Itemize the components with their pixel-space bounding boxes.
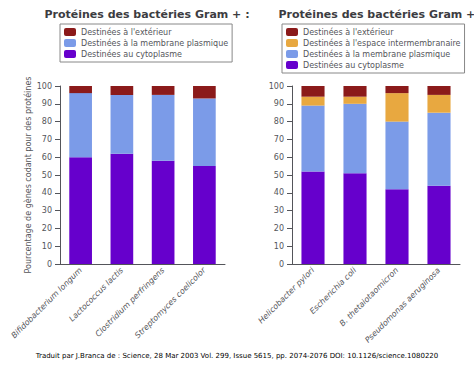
svg-text:100: 100 <box>37 82 52 91</box>
svg-text:80: 80 <box>42 117 52 126</box>
svg-text:Protéines des bactéries Gram +: Protéines des bactéries Gram + : <box>278 8 474 21</box>
svg-text:Destinées à l'extérieur: Destinées à l'extérieur <box>81 27 172 37</box>
svg-text:Clostridium perfringens: Clostridium perfringens <box>93 266 166 339</box>
svg-text:Traduit par J.Branca de : Scie: Traduit par J.Branca de : Science, 28 Ma… <box>35 352 439 360</box>
svg-text:40: 40 <box>274 188 284 197</box>
svg-text:20: 20 <box>42 224 52 233</box>
svg-text:30: 30 <box>274 206 284 215</box>
svg-text:Destinées au cytoplasme: Destinées au cytoplasme <box>81 49 182 59</box>
svg-text:90: 90 <box>274 99 284 108</box>
svg-text:Destinées à la membrane plasmi: Destinées à la membrane plasmique <box>81 38 228 48</box>
svg-text:Streptomyces coelicolor: Streptomyces coelicolor <box>133 265 208 340</box>
svg-text:30: 30 <box>42 206 52 215</box>
svg-text:90: 90 <box>42 99 52 108</box>
svg-text:Protéines des bactéries Gram +: Protéines des bactéries Gram + : <box>44 8 249 21</box>
svg-text:Destinées à l'espace intermemb: Destinées à l'espace intermembranaire <box>303 38 461 48</box>
svg-text:Destinées au cytoplasme: Destinées au cytoplasme <box>303 60 404 70</box>
svg-text:10: 10 <box>42 242 52 251</box>
svg-text:Bifidobacterium longum: Bifidobacterium longum <box>9 266 84 341</box>
svg-text:Pourcentage de gènes codant po: Pourcentage de gènes codant pour des pro… <box>23 77 33 274</box>
svg-text:Destinées à l'extérieur: Destinées à l'extérieur <box>303 27 394 37</box>
svg-text:50: 50 <box>274 171 284 180</box>
svg-text:60: 60 <box>42 153 52 162</box>
svg-text:40: 40 <box>42 188 52 197</box>
svg-text:Escherichia coli: Escherichia coli <box>308 265 359 316</box>
svg-text:0: 0 <box>47 260 52 269</box>
svg-text:Helicobacter pylori: Helicobacter pylori <box>257 265 317 325</box>
svg-text:10: 10 <box>274 242 284 251</box>
svg-text:60: 60 <box>274 153 284 162</box>
svg-text:70: 70 <box>42 135 52 144</box>
svg-text:Pseudomonas aeruginosa: Pseudomonas aeruginosa <box>363 266 442 345</box>
svg-text:80: 80 <box>274 117 284 126</box>
svg-text:20: 20 <box>274 224 284 233</box>
svg-text:0: 0 <box>279 260 284 269</box>
svg-text:100: 100 <box>269 82 284 91</box>
svg-text:70: 70 <box>274 135 284 144</box>
svg-text:Lactococcus lactis: Lactococcus lactis <box>67 265 126 324</box>
svg-text:Destinées à la membrane plasmi: Destinées à la membrane plasmique <box>303 49 450 59</box>
svg-text:50: 50 <box>42 171 52 180</box>
svg-text:B. thetaiotaomicron: B. thetaiotaomicron <box>337 265 401 329</box>
